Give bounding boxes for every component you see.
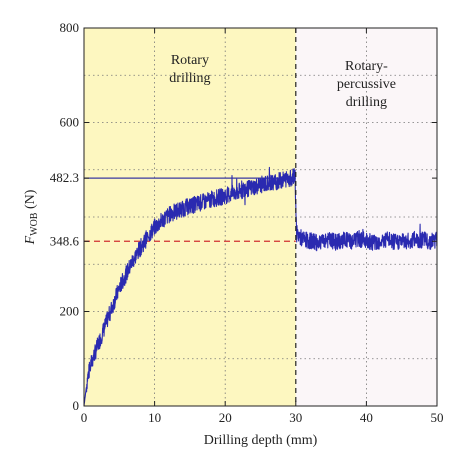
x-axis-label: Drilling depth (mm) [204, 433, 318, 448]
y-axis-label-sub: WOB [29, 212, 40, 236]
region-label-0-1: drilling [169, 71, 210, 86]
region-labels: Rotary drilling Rotary-percussive drilling [169, 53, 396, 110]
x-tick-label-40: 40 [360, 410, 373, 425]
region-label-1-1: percussive [337, 77, 396, 92]
region-label-1-2: drilling [346, 95, 387, 110]
y-tick-label-482.3: 482.3 [50, 170, 79, 185]
plot-frame [83, 27, 438, 407]
y-tick-label-0: 0 [73, 398, 80, 413]
x-tick-label-50: 50 [431, 410, 444, 425]
y-axis-label-unit: (N) [23, 189, 38, 212]
y-tick-label-600: 600 [60, 115, 80, 130]
data-series [83, 166, 438, 407]
axis-ticks: 0 10 20 30 40 50 0 200 348.6 482.3 600 800 [50, 20, 444, 425]
region-label-0-0: Rotary [171, 53, 209, 68]
x-tick-label-30: 30 [289, 410, 302, 425]
y-tick-label-348.6: 348.6 [50, 233, 80, 248]
y-axis-label: FWOB (N) [23, 189, 40, 245]
y-axis-label-main: F [23, 235, 38, 245]
y-tick-label-200: 200 [60, 304, 80, 319]
y-tick-label-800: 800 [60, 20, 80, 35]
x-tick-label-20: 20 [219, 410, 232, 425]
series-line-0 [83, 166, 438, 407]
region-label-1-0: Rotary- [345, 59, 388, 74]
x-tick-label-0: 0 [81, 410, 88, 425]
grid-lines [84, 28, 437, 406]
reference-lines [84, 177, 296, 242]
x-tick-label-10: 10 [148, 410, 161, 425]
